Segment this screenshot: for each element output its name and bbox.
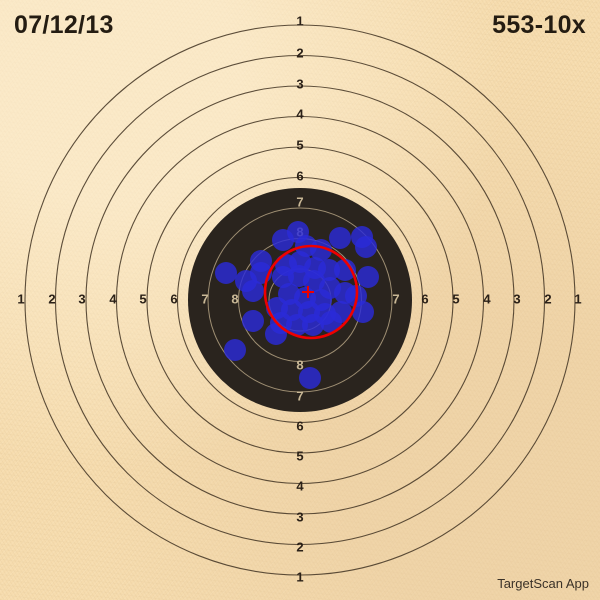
ring-label-bottom-4: 4 (296, 478, 304, 493)
ring-line-2 (54, 54, 546, 546)
ring-label-left-8: 8 (231, 291, 238, 306)
ring-line-5 (146, 146, 454, 454)
shot-marker[interactable] (272, 266, 294, 288)
date-label: 07/12/13 (14, 11, 114, 39)
shot-marker[interactable] (355, 236, 377, 258)
ring-label-left-3: 3 (78, 291, 85, 306)
ring-label-left-7: 7 (201, 291, 208, 306)
shot-marker[interactable] (265, 323, 287, 345)
ring-line-3 (85, 85, 515, 515)
shot-marker[interactable] (215, 262, 237, 284)
ring-label-left-6: 6 (170, 291, 177, 306)
ring-label-left-2: 2 (48, 291, 55, 306)
ring-label-bottom-6: 6 (296, 418, 303, 433)
score-label: 553-10x (492, 11, 586, 39)
ring-label-right-6: 6 (421, 291, 428, 306)
shot-markers-group (215, 221, 379, 389)
ring-label-right-1: 1 (574, 291, 581, 306)
shot-marker[interactable] (334, 259, 356, 281)
ring-label-top-5: 5 (296, 137, 303, 152)
shot-marker[interactable] (299, 367, 321, 389)
ring-label-left-5: 5 (139, 291, 146, 306)
ring-line-1 (24, 24, 576, 576)
shot-marker[interactable] (272, 229, 294, 251)
ring-label-top-1: 1 (296, 13, 303, 28)
shot-marker[interactable] (242, 280, 264, 302)
shot-marker[interactable] (320, 311, 342, 333)
ring-label-top-7: 7 (296, 194, 303, 209)
ring-label-top-4: 4 (296, 106, 304, 121)
shot-marker[interactable] (242, 310, 264, 332)
ring-label-bottom-1: 1 (296, 569, 303, 584)
ring-label-left-1: 1 (17, 291, 24, 306)
group-analysis-overlay (263, 244, 359, 340)
ring-line-4 (115, 115, 485, 485)
ring-label-right-4: 4 (483, 291, 491, 306)
group-circle (263, 244, 359, 340)
shot-marker[interactable] (302, 314, 324, 336)
ring-label-bottom-2: 2 (296, 539, 303, 554)
shot-marker[interactable] (357, 266, 379, 288)
ring-label-right-2: 2 (544, 291, 551, 306)
ring-lines-outer (24, 24, 576, 576)
ring-label-top-6: 6 (296, 168, 303, 183)
shot-marker[interactable] (310, 239, 332, 261)
shot-marker[interactable] (329, 227, 351, 249)
ring-line-6 (176, 176, 424, 424)
shot-marker[interactable] (286, 314, 308, 336)
ring-label-bottom-8: 8 (296, 357, 303, 372)
ring-label-right-7: 7 (392, 291, 399, 306)
shot-marker[interactable] (224, 339, 246, 361)
ring-label-bottom-7: 7 (296, 388, 303, 403)
ring-label-right-3: 3 (513, 291, 520, 306)
ring-number-labels: 1234567887654321123456787654321 (17, 13, 581, 584)
ring-line-7 (207, 207, 393, 393)
ring-label-top-2: 2 (296, 45, 303, 60)
ring-label-right-5: 5 (452, 291, 459, 306)
shot-marker[interactable] (352, 301, 374, 323)
ring-label-top-3: 3 (296, 76, 303, 91)
app-watermark: TargetScan App (497, 576, 589, 591)
ring-label-bottom-3: 3 (296, 509, 303, 524)
ring-label-left-4: 4 (109, 291, 117, 306)
ring-label-bottom-5: 5 (296, 448, 303, 463)
